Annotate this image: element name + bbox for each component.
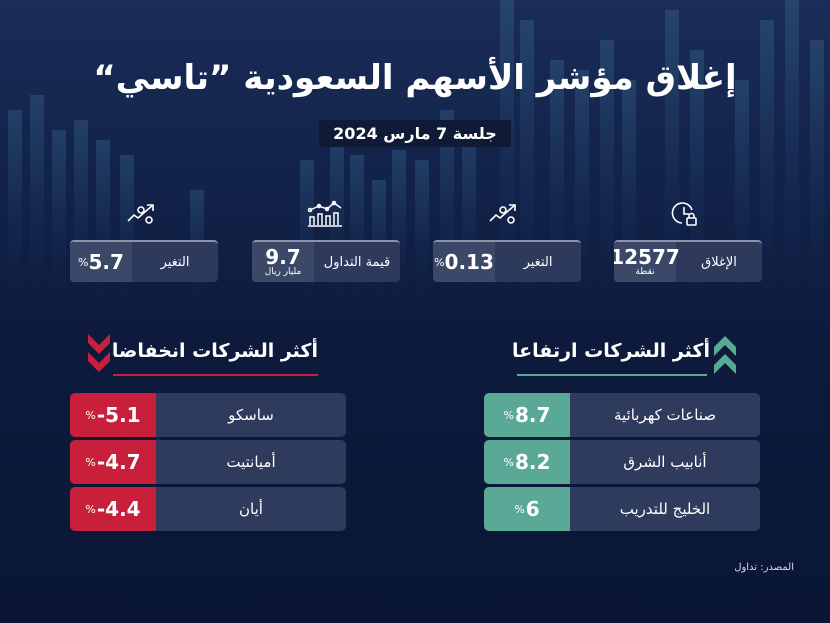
stat-label: الإغلاق	[701, 254, 737, 270]
change-value: 6	[525, 497, 540, 521]
stat-close: الإغلاق 12577 نقطة	[614, 240, 762, 282]
change-value: -4.7	[96, 450, 141, 474]
gainer-row: أنابيب الشرق % 8.2	[484, 440, 760, 484]
gainer-row: صناعات كهربائية % 8.7	[484, 393, 760, 437]
stat-label: قيمة التداول	[323, 254, 391, 270]
session-date: جلسة 7 مارس 2024	[319, 120, 511, 147]
change-value: -5.1	[96, 403, 141, 427]
company-name: ساسكو	[228, 406, 274, 424]
change-value: -4.4	[96, 497, 141, 521]
company-name: أيان	[239, 500, 263, 518]
stat-unit: %	[434, 255, 445, 269]
stat-value: 12577	[614, 244, 680, 269]
company-name: صناعات كهربائية	[613, 406, 717, 424]
stat-value: 0.13	[444, 250, 494, 274]
company-name: أميانتيت	[226, 453, 276, 471]
stat-unit: %	[78, 255, 89, 269]
loser-row: أميانتيت % -4.7	[70, 440, 346, 484]
change-value: 8.7	[515, 403, 551, 427]
double-chevron-up-icon	[714, 336, 736, 380]
stat-label: التغير	[523, 254, 553, 270]
gainer-row: الخليج للتدريب % 6	[484, 487, 760, 531]
losers-title: أكثر الشركات انخفاضا	[111, 340, 318, 362]
double-chevron-down-icon	[88, 334, 110, 378]
page-title: إغلاق مؤشر الأسهم السعودية ”تاسي“	[93, 58, 737, 98]
stat-unit: مليار ريال	[264, 266, 302, 277]
percent-trend-icon	[484, 198, 524, 230]
stat-turnover: قيمة التداول 9.7 مليار ريال	[252, 240, 400, 282]
percent-trend-icon	[122, 198, 162, 230]
stat-value: 5.7	[88, 250, 124, 274]
losers-underline	[113, 374, 318, 376]
gainers-underline	[517, 374, 707, 376]
change-value: 8.2	[515, 450, 551, 474]
stat-label: التغير	[160, 254, 190, 270]
company-name: الخليج للتدريب	[619, 500, 711, 518]
stat-value: 9.7	[265, 244, 301, 269]
clock-lock-icon	[665, 198, 705, 230]
gainers-title: أكثر الشركات ارتفاعا	[512, 340, 710, 362]
source-note: المصدر: تداول	[734, 562, 794, 573]
stat-change-points: التغير % 0.13	[433, 240, 581, 282]
stat-unit: نقطة	[635, 266, 655, 277]
loser-row: ساسكو % -5.1	[70, 393, 346, 437]
bar-line-chart-icon	[305, 198, 345, 230]
stat-change-turnover: التغير % 5.7	[70, 240, 218, 282]
loser-row: أيان % -4.4	[70, 487, 346, 531]
company-name: أنابيب الشرق	[623, 453, 707, 471]
